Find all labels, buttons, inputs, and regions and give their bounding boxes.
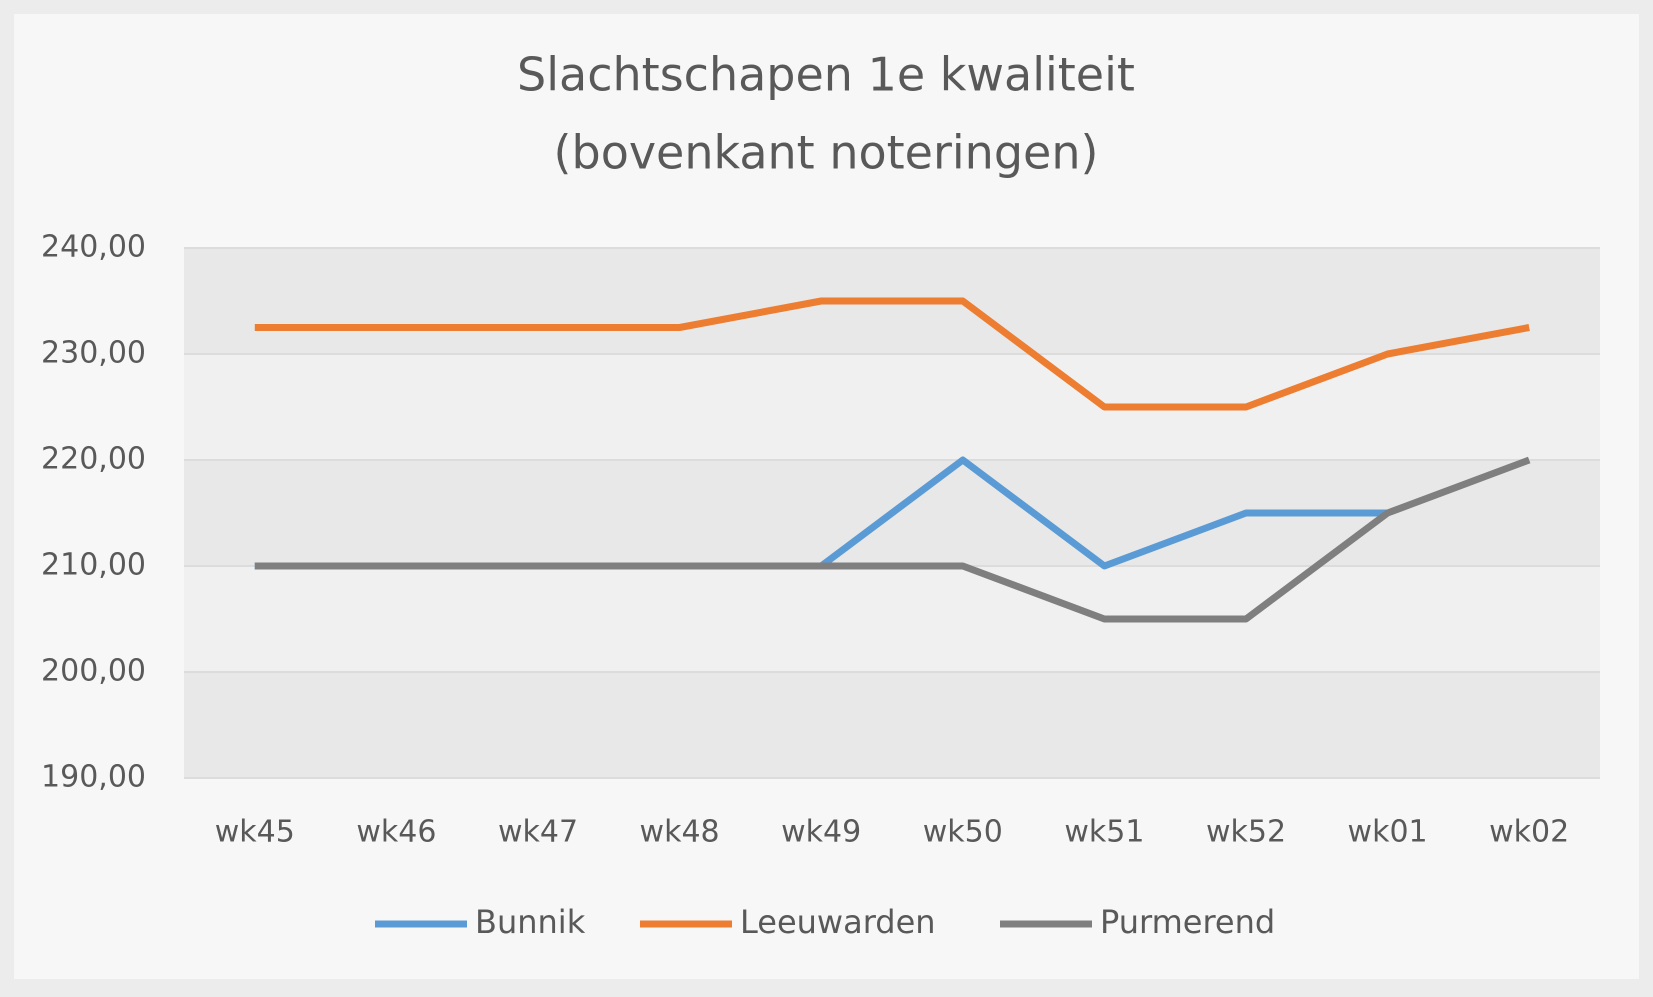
- chart-title: Slachtschapen 1e kwaliteit: [517, 48, 1135, 102]
- x-tick-label: wk50: [923, 815, 1003, 850]
- x-tick-label: wk48: [640, 815, 720, 850]
- legend-label: Purmerend: [1100, 903, 1275, 941]
- y-tick-label: 200,00: [41, 654, 146, 689]
- plot-band: [184, 672, 1600, 778]
- x-tick-label: wk01: [1348, 815, 1428, 850]
- x-tick-label: wk51: [1064, 815, 1144, 850]
- y-tick-label: 220,00: [41, 442, 146, 477]
- legend-label: Leeuwarden: [740, 903, 936, 941]
- series-line: [254, 297, 1530, 411]
- plot-band: [184, 354, 1600, 460]
- y-tick-label: 230,00: [41, 336, 146, 371]
- plot-band: [184, 566, 1600, 672]
- y-tick-label: 210,00: [41, 548, 146, 583]
- x-tick-label: wk52: [1206, 815, 1286, 850]
- y-tick-label: 240,00: [41, 230, 146, 265]
- legend-label: Bunnik: [475, 903, 586, 941]
- x-tick-label: wk02: [1489, 815, 1569, 850]
- x-tick-label: wk45: [215, 815, 295, 850]
- chart-title: (bovenkant noteringen): [554, 126, 1099, 180]
- x-tick-label: wk49: [781, 815, 861, 850]
- series-line: [254, 456, 1531, 623]
- x-tick-label: wk47: [498, 815, 578, 850]
- y-tick-label: 190,00: [41, 760, 146, 795]
- x-tick-label: wk46: [356, 815, 436, 850]
